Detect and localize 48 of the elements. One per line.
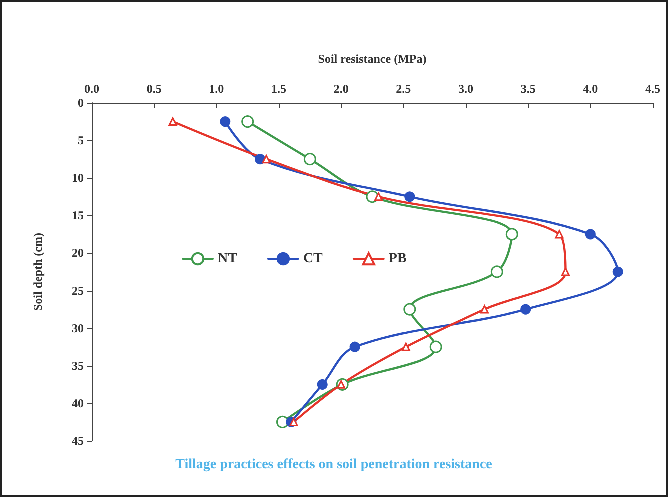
point bbox=[276, 416, 289, 428]
point bbox=[374, 192, 383, 202]
point bbox=[262, 155, 271, 164]
x-tick-label: 4.5 bbox=[646, 82, 660, 96]
x-tick-label: 2.5 bbox=[396, 82, 412, 96]
point bbox=[555, 230, 564, 239]
point bbox=[242, 116, 254, 128]
point bbox=[480, 305, 489, 314]
point bbox=[304, 153, 316, 166]
point bbox=[506, 228, 518, 241]
x-tick-label: 1.5 bbox=[272, 82, 286, 96]
legend-label: CT bbox=[303, 252, 324, 266]
point bbox=[490, 266, 504, 278]
legend-label: PB bbox=[388, 252, 407, 266]
point bbox=[430, 340, 442, 354]
point bbox=[220, 116, 231, 128]
x-tick-label: 3.0 bbox=[458, 82, 474, 96]
y-tick-label: 25 bbox=[72, 284, 84, 298]
x-tick-label: 4.0 bbox=[583, 82, 598, 96]
x-axis-title: Soil resistance (MPa) bbox=[318, 52, 427, 66]
point bbox=[520, 304, 532, 315]
point bbox=[168, 118, 178, 126]
y-tick-label: 10 bbox=[72, 171, 84, 186]
point bbox=[404, 303, 416, 316]
point bbox=[290, 418, 298, 426]
y-axis-title: Soil depth (cm) bbox=[31, 232, 45, 311]
point bbox=[561, 268, 570, 276]
x-tick-label: 0.0 bbox=[84, 82, 100, 96]
y-tick-label: 45 bbox=[72, 434, 84, 448]
x-tick-label: 0.5 bbox=[146, 82, 162, 96]
y-tick-label: 20 bbox=[72, 246, 84, 260]
y-tick-label: 35 bbox=[72, 358, 84, 373]
legend-label: NT bbox=[218, 252, 238, 266]
point bbox=[585, 229, 596, 240]
x-tick-label: 3.5 bbox=[520, 82, 536, 96]
y-tick-label: 40 bbox=[72, 396, 84, 410]
point bbox=[317, 379, 328, 390]
y-tick-label: 0 bbox=[78, 96, 84, 110]
text: Tillage practices effects on soil penetration resistance bbox=[176, 458, 492, 472]
y-tick-label: 30 bbox=[72, 321, 84, 336]
point bbox=[404, 192, 416, 202]
point bbox=[612, 266, 624, 278]
y-tick-label: 5 bbox=[78, 134, 84, 148]
x-tick-label: 1.0 bbox=[209, 82, 224, 96]
point bbox=[402, 342, 410, 352]
x-tick-label: 2.0 bbox=[334, 82, 349, 96]
point bbox=[350, 342, 360, 352]
y-tick-label: 15 bbox=[72, 208, 84, 223]
